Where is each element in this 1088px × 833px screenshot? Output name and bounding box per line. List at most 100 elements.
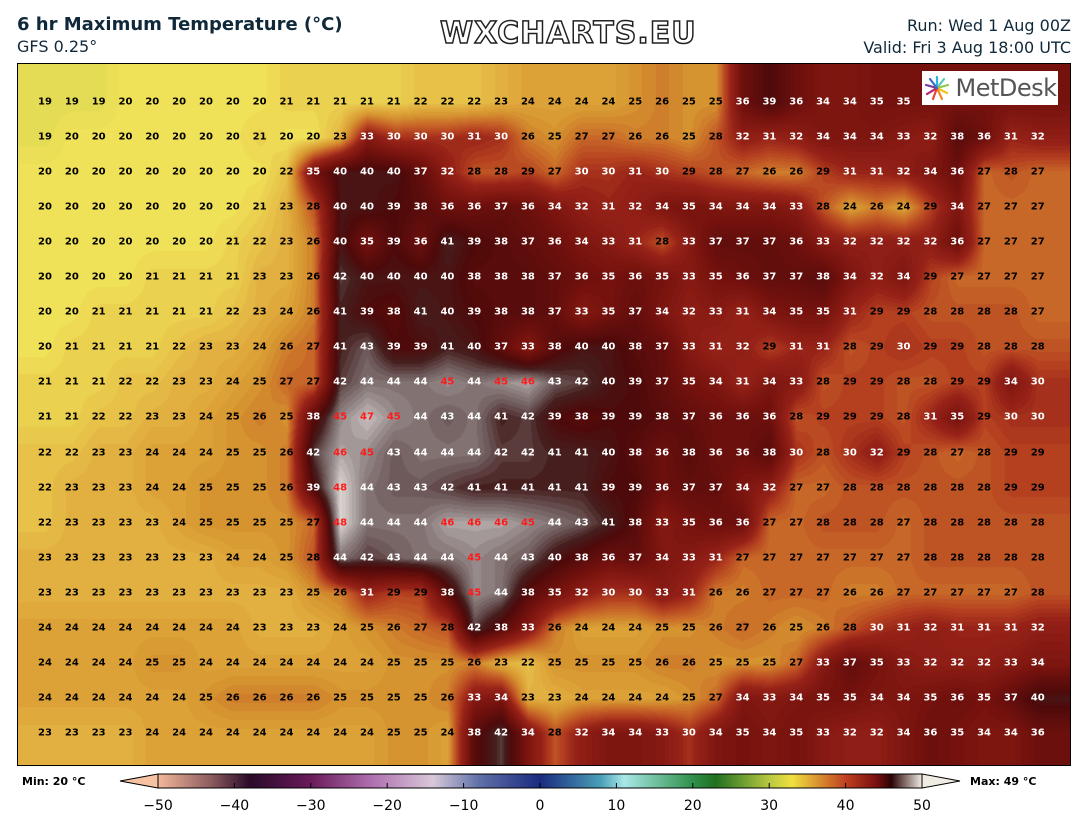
temperature-value: 25 bbox=[225, 482, 240, 494]
temperature-value: 23 bbox=[38, 587, 52, 599]
temperature-value: 23 bbox=[172, 411, 187, 423]
temperature-value: 20 bbox=[199, 201, 213, 213]
temperature-value: 45 bbox=[333, 411, 348, 423]
temperature-value: 24 bbox=[628, 692, 643, 704]
temperature-value: 30 bbox=[1030, 376, 1045, 388]
temperature-value: 34 bbox=[896, 271, 911, 283]
temperature-value: 24 bbox=[601, 622, 616, 634]
temperature-value: 35 bbox=[681, 376, 696, 388]
temperature-value: 33 bbox=[816, 657, 831, 669]
temperature-value: 44 bbox=[413, 447, 428, 458]
temperature-value: 23 bbox=[118, 447, 133, 458]
temperature-value: 26 bbox=[467, 657, 482, 669]
temperature-value: 25 bbox=[145, 657, 160, 669]
temperature-value: 28 bbox=[494, 166, 509, 178]
temperature-value: 40 bbox=[1030, 692, 1045, 704]
temperature-value: 31 bbox=[735, 306, 750, 318]
temperature-value: 36 bbox=[708, 517, 723, 529]
temperature-value: 38 bbox=[520, 306, 535, 318]
temperature-map: 19 19 19 20 20 20 20 20 20 21 21 21 21 21 22 22 22 23 24 24… bbox=[17, 63, 1071, 766]
temperature-value: 27 bbox=[789, 552, 804, 564]
temperature-value: 24 bbox=[64, 657, 79, 669]
temperature-value: 32 bbox=[735, 131, 750, 143]
temperature-value: 25 bbox=[681, 692, 696, 704]
temperature-value: 34 bbox=[842, 271, 857, 283]
temperature-value: 40 bbox=[359, 166, 374, 178]
temperature-value: 39 bbox=[628, 376, 643, 388]
temperature-value: 23 bbox=[520, 692, 535, 704]
temperature-value: 25 bbox=[413, 727, 428, 739]
temperature-value: 23 bbox=[91, 727, 106, 739]
temperature-value: 25 bbox=[413, 657, 428, 669]
temperature-value: 37 bbox=[708, 236, 723, 248]
temperature-value: 29 bbox=[1003, 447, 1018, 458]
temperature-value: 32 bbox=[735, 341, 750, 353]
temperature-value: 44 bbox=[547, 517, 562, 529]
temperature-value: 29 bbox=[1030, 482, 1045, 494]
temperature-value: 20 bbox=[38, 341, 52, 353]
temperature-value: 21 bbox=[359, 96, 374, 108]
temperature-value: 38 bbox=[494, 622, 509, 634]
temperature-value: 23 bbox=[252, 622, 267, 634]
temperature-value: 25 bbox=[279, 517, 294, 529]
temperature-value: 23 bbox=[172, 552, 187, 564]
temperature-value: 21 bbox=[333, 96, 348, 108]
temperature-value: 20 bbox=[64, 306, 79, 318]
temperature-value: 30 bbox=[896, 341, 911, 353]
temperature-value: 29 bbox=[413, 587, 428, 599]
temperature-value: 34 bbox=[1030, 657, 1045, 669]
temperature-value: 35 bbox=[816, 692, 831, 704]
temperature-value: 28 bbox=[896, 482, 911, 494]
temperature-value: 27 bbox=[279, 376, 294, 388]
temperature-value: 19 bbox=[38, 131, 52, 143]
temperature-value: 34 bbox=[655, 552, 670, 564]
temperature-value: 38 bbox=[628, 341, 643, 353]
temperature-value: 44 bbox=[467, 376, 482, 388]
temperature-value: 28 bbox=[923, 376, 938, 388]
temperature-value: 38 bbox=[494, 306, 509, 318]
temperature-value: 39 bbox=[306, 482, 321, 494]
temperature-value: 36 bbox=[520, 201, 535, 213]
temperature-value: 20 bbox=[252, 166, 267, 178]
wxcharts-watermark: WXCHARTS.EU bbox=[439, 15, 697, 52]
temperature-value: 41 bbox=[574, 447, 589, 458]
temperature-value: 23 bbox=[145, 411, 160, 423]
temperature-value: 22 bbox=[38, 517, 52, 529]
temperature-value: 29 bbox=[923, 271, 938, 283]
temperature-value: 34 bbox=[494, 692, 509, 704]
temperature-value: 44 bbox=[467, 447, 482, 458]
temperature-value: 20 bbox=[172, 96, 187, 108]
temperature-value: 23 bbox=[172, 587, 187, 599]
temperature-value: 44 bbox=[386, 517, 401, 529]
temperature-value: 26 bbox=[520, 131, 535, 143]
temperature-value: 23 bbox=[199, 587, 213, 599]
temperature-value: 36 bbox=[467, 201, 482, 213]
temperature-value: 22 bbox=[38, 482, 52, 494]
temperature-value: 30 bbox=[655, 166, 670, 178]
temperature-value: 37 bbox=[681, 411, 696, 423]
temperature-value: 31 bbox=[816, 341, 831, 353]
temperature-value: 23 bbox=[252, 306, 267, 318]
temperature-value: 20 bbox=[199, 96, 213, 108]
temperature-value: 28 bbox=[896, 411, 911, 423]
temperature-value: 33 bbox=[520, 341, 535, 353]
temperature-value: 42 bbox=[574, 376, 589, 388]
temperature-value: 35 bbox=[869, 96, 884, 108]
temperature-value: 44 bbox=[359, 482, 374, 494]
temperature-value: 31 bbox=[628, 236, 643, 248]
temperature-value: 22 bbox=[91, 411, 106, 423]
temperature-value: 23 bbox=[494, 96, 509, 108]
temperature-value: 31 bbox=[708, 341, 723, 353]
temperature-value: 28 bbox=[1030, 587, 1045, 599]
temperature-value: 23 bbox=[333, 131, 348, 143]
temperature-value: 36 bbox=[628, 271, 643, 283]
temperature-value: 40 bbox=[359, 201, 374, 213]
temperature-value: 48 bbox=[333, 517, 348, 529]
temperature-value: 21 bbox=[91, 376, 106, 388]
temperature-value: 21 bbox=[172, 271, 187, 283]
temperature-value: 44 bbox=[413, 411, 428, 423]
temperature-value: 30 bbox=[386, 131, 401, 143]
temperature-value: 23 bbox=[64, 552, 79, 564]
temperature-value: 32 bbox=[923, 622, 938, 634]
temperature-value: 38 bbox=[574, 552, 589, 564]
